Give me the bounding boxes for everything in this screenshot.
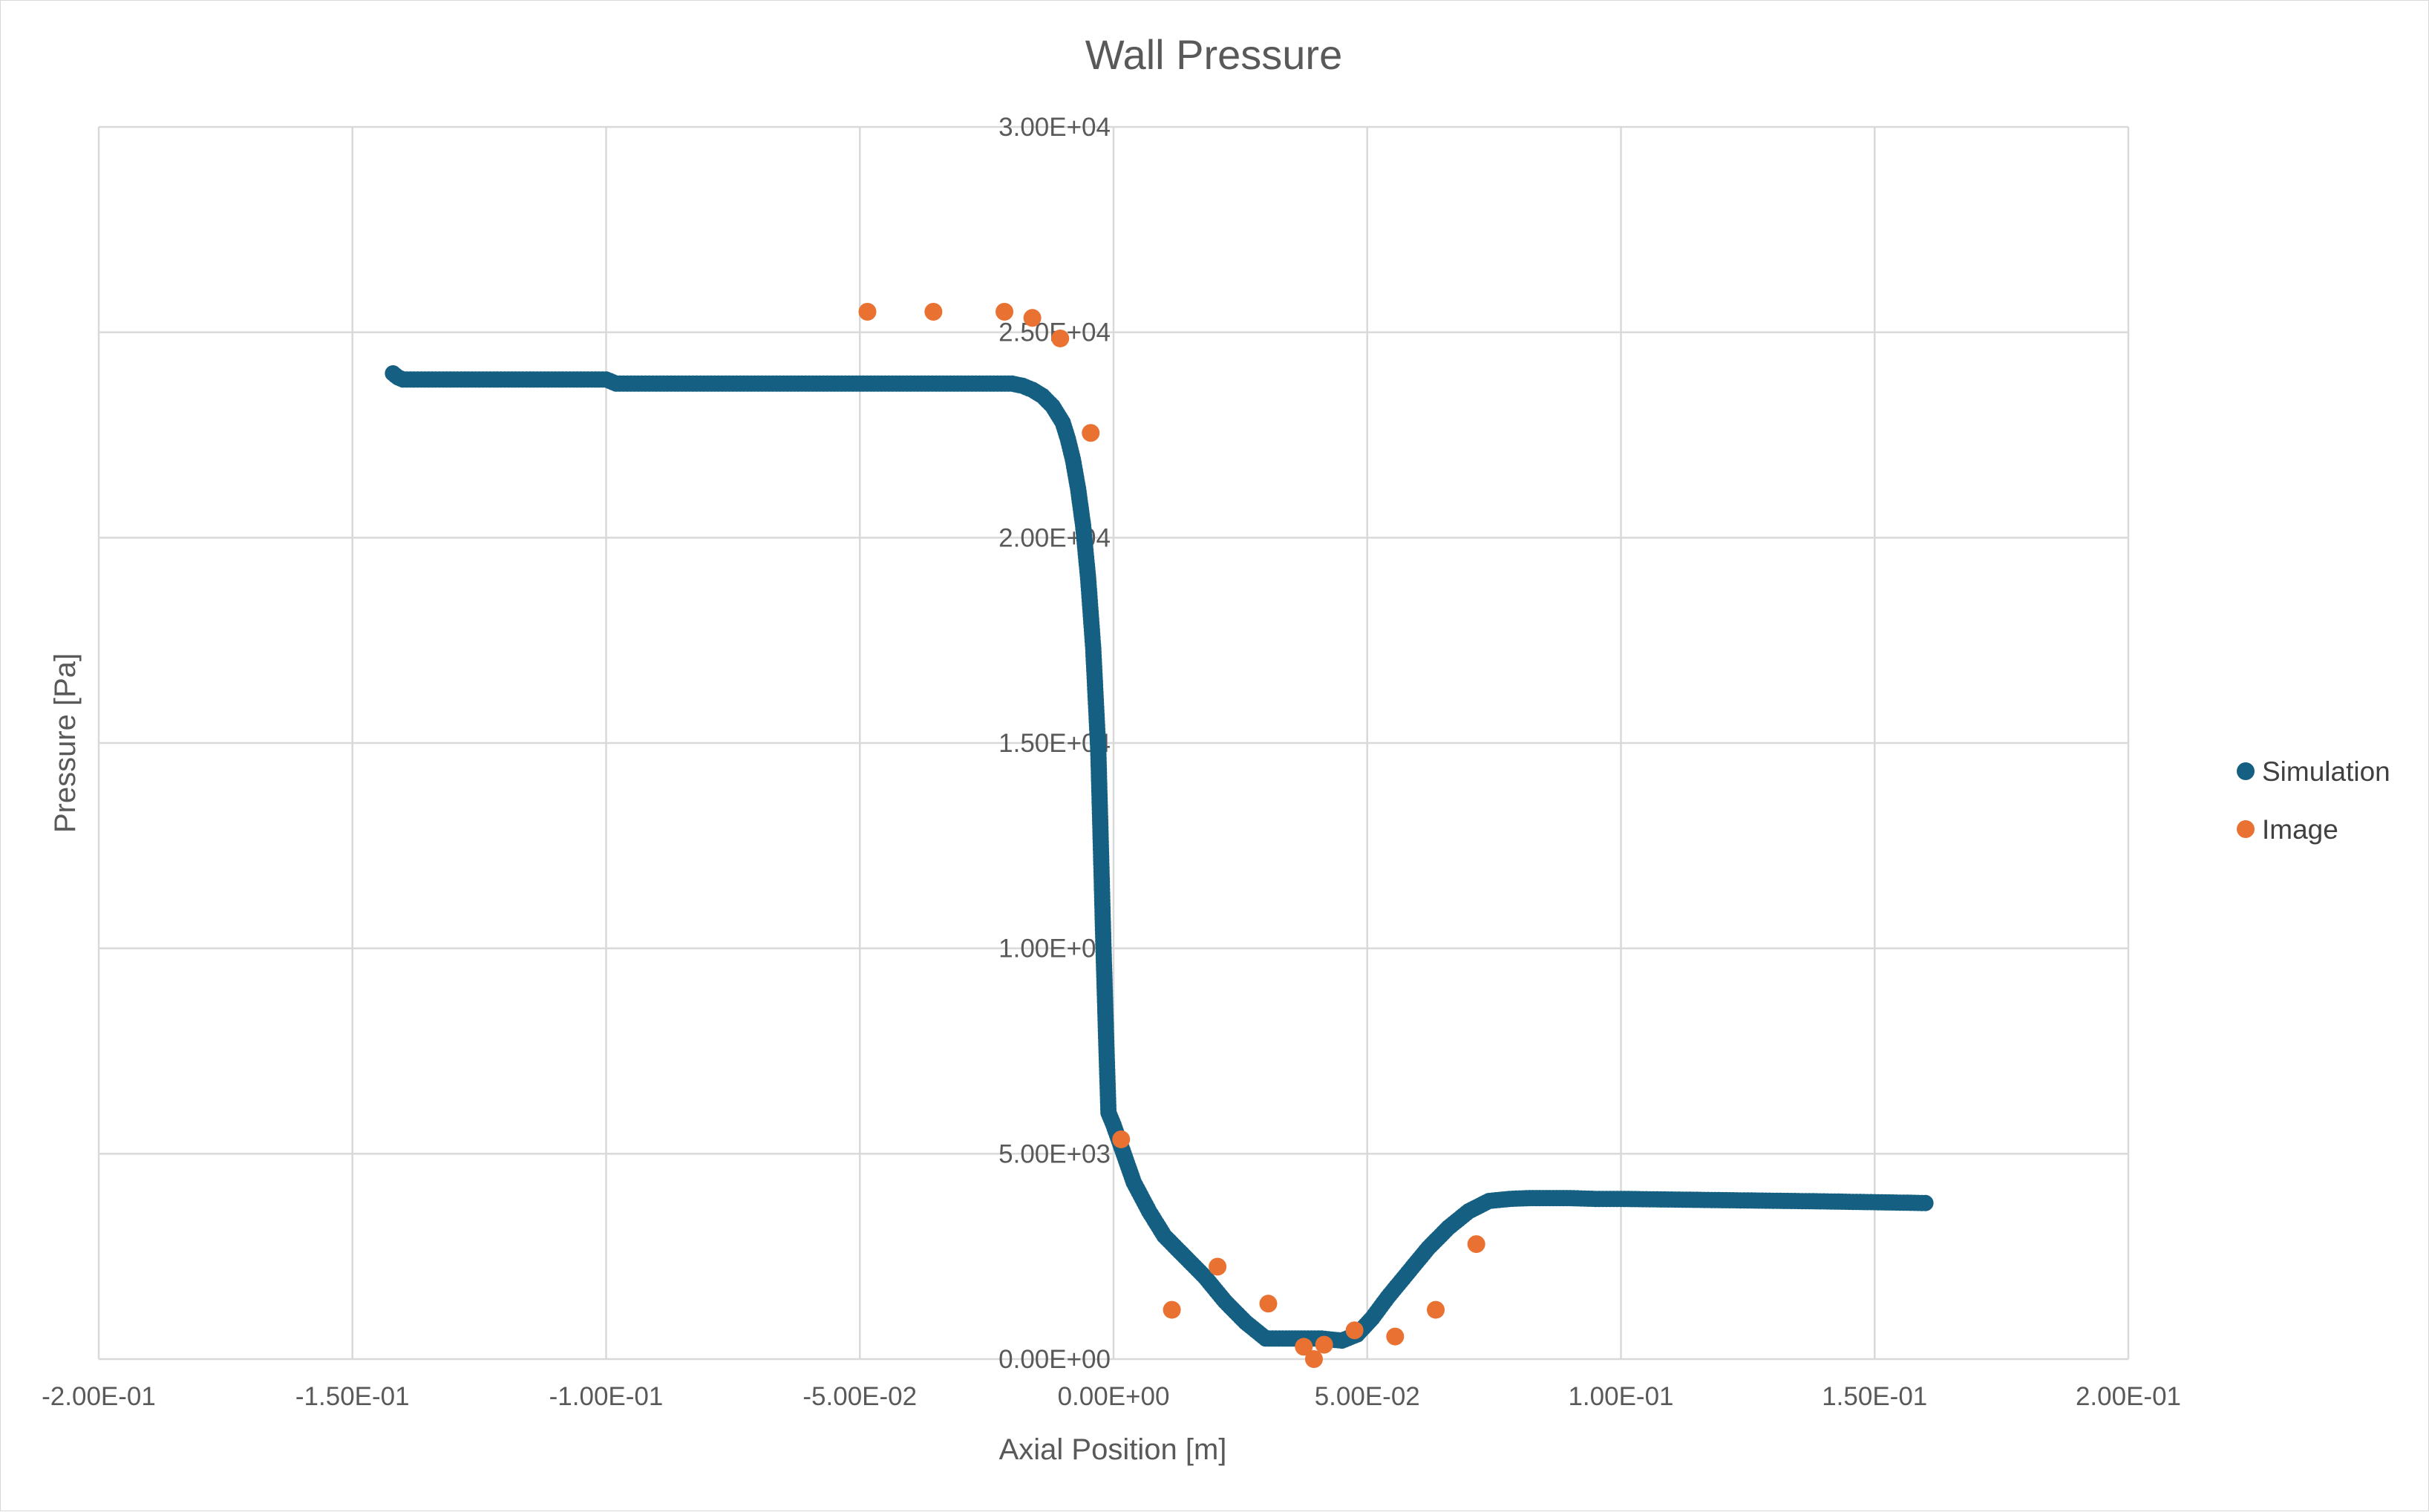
y-tick-label: 5.00E+03 [998,1139,1111,1168]
image-point [1082,424,1100,442]
grid-lines [97,125,2130,1361]
x-tick-label: -1.50E-01 [295,1382,410,1411]
x-tick-label: 1.00E-01 [1568,1382,1673,1411]
image-point [1467,1235,1485,1254]
x-tick-label: 5.00E-02 [1315,1382,1420,1411]
x-tick-label: 1.50E-01 [1822,1382,1927,1411]
x-tick-label: 0.00E+00 [1058,1382,1170,1411]
legend-marker-image [2237,820,2255,838]
x-axis-ticks: -2.00E-01 -1.50E-01 -1.00E-01 -5.00E-02 0.00… [42,1382,2181,1411]
image-series [858,303,1485,1368]
image-point [858,303,877,321]
image-point [1295,1338,1313,1356]
y-tick-label: 3.00E+04 [998,113,1111,142]
y-tick-label: 1.00E+04 [998,935,1111,963]
image-point [1163,1300,1181,1319]
x-axis-label: Axial Position [m] [999,1433,1227,1466]
image-point [1427,1300,1445,1319]
x-tick-label: 2.00E-01 [2076,1382,2181,1411]
legend: Simulation Image [2237,756,2390,845]
x-tick-label: -2.00E-01 [42,1382,156,1411]
y-axis-label: Pressure [Pa] [49,653,82,833]
legend-label-image: Image [2262,814,2338,845]
image-point [1345,1321,1364,1340]
image-point [1209,1257,1227,1276]
image-point [1386,1327,1405,1346]
image-point [1023,309,1042,327]
image-point [1259,1295,1278,1313]
image-point [996,303,1014,321]
image-point [1304,1350,1323,1368]
y-tick-label: 0.00E+00 [998,1345,1111,1374]
image-point [1112,1130,1131,1148]
simulation-point [1917,1194,1934,1211]
y-tick-label: 2.00E+04 [998,523,1111,552]
x-tick-label: -5.00E-02 [802,1382,917,1411]
image-point [924,303,943,321]
legend-label-simulation: Simulation [2262,756,2390,787]
chart-title: Wall Pressure [1085,31,1342,78]
image-point [1051,329,1070,347]
image-point [1315,1335,1333,1354]
legend-marker-simulation [2237,762,2255,780]
simulation-series [385,365,1934,1349]
x-tick-label: -1.00E-01 [549,1382,664,1411]
